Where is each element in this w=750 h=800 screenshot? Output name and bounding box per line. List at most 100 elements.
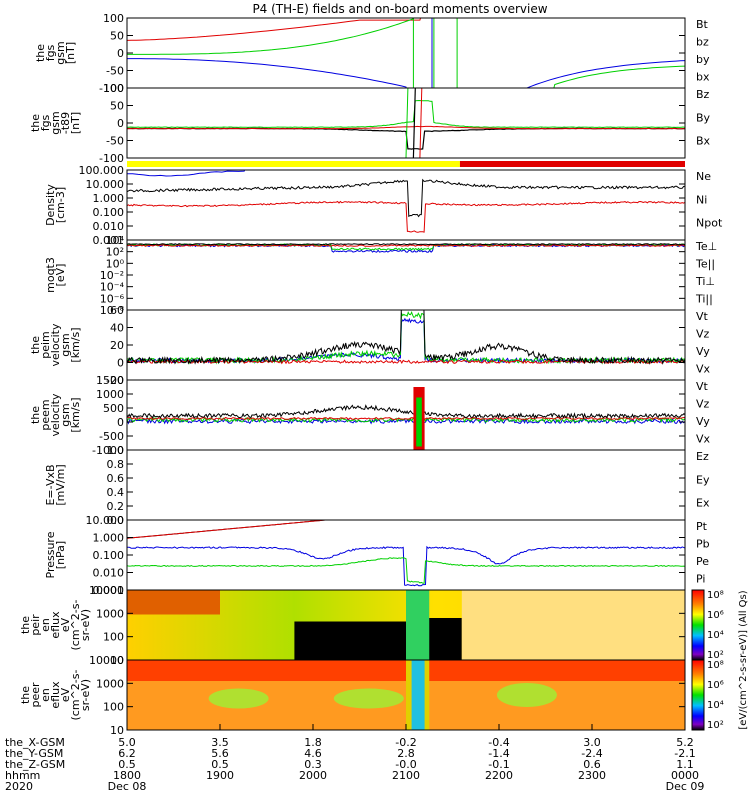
y-tick-label: 0.001 [93, 584, 125, 597]
colorbar-tick: 10⁶ [707, 680, 724, 691]
xaxis-value: 4.6 [304, 747, 322, 760]
ylabel-line: eV [59, 617, 72, 632]
ylabel-line: peir [29, 614, 42, 636]
colorbar-tick: 10⁴ [707, 700, 724, 711]
y-tick-label: 0.6 [107, 472, 125, 485]
xaxis-row-label: the_Z-GSM [5, 758, 65, 771]
series-Vx [127, 417, 685, 425]
series-By [127, 99, 685, 128]
y-tick-label: 50 [110, 30, 124, 43]
y-tick-label: 1000 [96, 677, 124, 690]
xaxis-value: 0.3 [304, 758, 322, 771]
y-tick-label: 1.000 [93, 532, 125, 545]
ylabel-line: gsm [59, 403, 72, 426]
ylabel-line: E=-VxB [44, 464, 57, 505]
series-Pe [127, 557, 685, 584]
colorbar-2 [691, 659, 705, 731]
y-tick-label: -50 [106, 135, 124, 148]
ylabel-line: [nT] [69, 112, 82, 134]
ion-spectrogram-late [461, 590, 685, 660]
ylabel-line: peer [29, 682, 42, 708]
legend-Ti||: Ti|| [695, 293, 713, 306]
series-Pt [127, 520, 685, 539]
y-tick-label: 0 [117, 117, 124, 130]
xaxis-value: 1.1 [676, 758, 694, 771]
legend-Npot: Npot [696, 217, 723, 230]
xaxis-value: 1900 [206, 769, 234, 782]
y-tick-label: 0.0 [107, 514, 125, 527]
xaxis-value: 0.6 [583, 758, 601, 771]
burst-green [416, 397, 422, 447]
xaxis-value: 3.5 [211, 736, 229, 749]
ylabel-line: gsm [54, 41, 67, 64]
ylabel-line: en [39, 618, 52, 632]
xaxis-value: 3.0 [583, 736, 601, 749]
y-tick-label: 0.001 [93, 234, 125, 247]
y-tick-label: 1.000 [93, 192, 125, 205]
y-tick-label: 10⁻⁴ [100, 281, 125, 294]
xaxis-year: 2020 [5, 780, 33, 793]
legend-Vy: Vy [696, 415, 710, 428]
series-by-late [553, 65, 685, 88]
series-Vx [127, 317, 685, 364]
ylabel-line: velocity [49, 323, 62, 366]
y-tick-label: 10 [110, 724, 124, 737]
ylabel-line: the [34, 44, 47, 62]
ylabel-line: (cm^2-s- [69, 670, 82, 721]
y-tick-label: 1500 [96, 374, 124, 387]
legend-Vy: Vy [696, 345, 710, 358]
ylabel-line: eflux [49, 611, 62, 639]
ylabel-line: Density [44, 184, 57, 226]
legend-Bt: Bt [696, 18, 709, 31]
ylabel-line: sr-eV) [79, 679, 92, 711]
ylabel-line: the [19, 616, 32, 634]
series-Pi [127, 545, 685, 587]
legend-Vx: Vx [696, 433, 711, 446]
figure-title: P4 (TH-E) fields and on-board moments ov… [252, 2, 547, 16]
series-Ne [127, 200, 685, 233]
y-tick-label: 60 [110, 304, 124, 317]
y-tick-label: 0 [117, 357, 124, 370]
legend-Te||: Te|| [695, 258, 715, 271]
y-tick-label: 10⁻⁶ [100, 292, 125, 305]
colorbar-label: [eV/(cm^2-s-sr-eV)] (All Qs) [738, 590, 749, 729]
legend-Te⊥: Te⊥ [695, 240, 717, 253]
xaxis-value: -0.2 [395, 736, 416, 749]
series-Bz-spike [419, 88, 423, 158]
legend-Vt: Vt [696, 380, 709, 393]
ion-spectrogram-warm [127, 590, 220, 615]
panel-7-ylabel: E=-VxB[mV/m] [44, 464, 67, 505]
legend-Pi: Pi [696, 573, 705, 586]
series-bx [127, 58, 407, 88]
y-tick-label: 10 [110, 654, 124, 667]
ylabel-line: the [29, 336, 42, 354]
electron-spectrogram-cyan [411, 660, 425, 730]
xaxis-value: -2.4 [581, 747, 602, 760]
y-tick-label: 0.100 [93, 549, 125, 562]
y-tick-label: 40 [110, 322, 124, 335]
series-Vt [127, 310, 685, 365]
xaxis-value: -1.4 [488, 747, 509, 760]
y-tick-label: 0.010 [93, 220, 125, 233]
series-bx-late [526, 60, 685, 88]
y-tick-label: 1000 [96, 607, 124, 620]
ylabel-line: [km/s] [69, 397, 82, 432]
ylabel-line: velocity [49, 393, 62, 436]
ylabel-line: gsm [59, 333, 72, 356]
series-Pb [127, 520, 685, 539]
legend-Pt: Pt [696, 520, 708, 533]
ylabel-line: [cm-3] [54, 187, 67, 223]
legend-Ti⊥: Ti⊥ [695, 275, 715, 288]
xaxis-value: -0.0 [395, 758, 416, 771]
ylabel-line: Pressure [44, 531, 57, 578]
xaxis-value: 2.8 [397, 747, 415, 760]
ylabel-line: gsm [49, 111, 62, 134]
xaxis-value: 2300 [578, 769, 606, 782]
y-tick-label: 10⁴ [106, 234, 125, 247]
panel-8-plot [127, 520, 685, 587]
xaxis-value: 2200 [485, 769, 513, 782]
legend-Ne: Ne [696, 170, 711, 183]
ylabel-line: eflux [49, 681, 62, 709]
